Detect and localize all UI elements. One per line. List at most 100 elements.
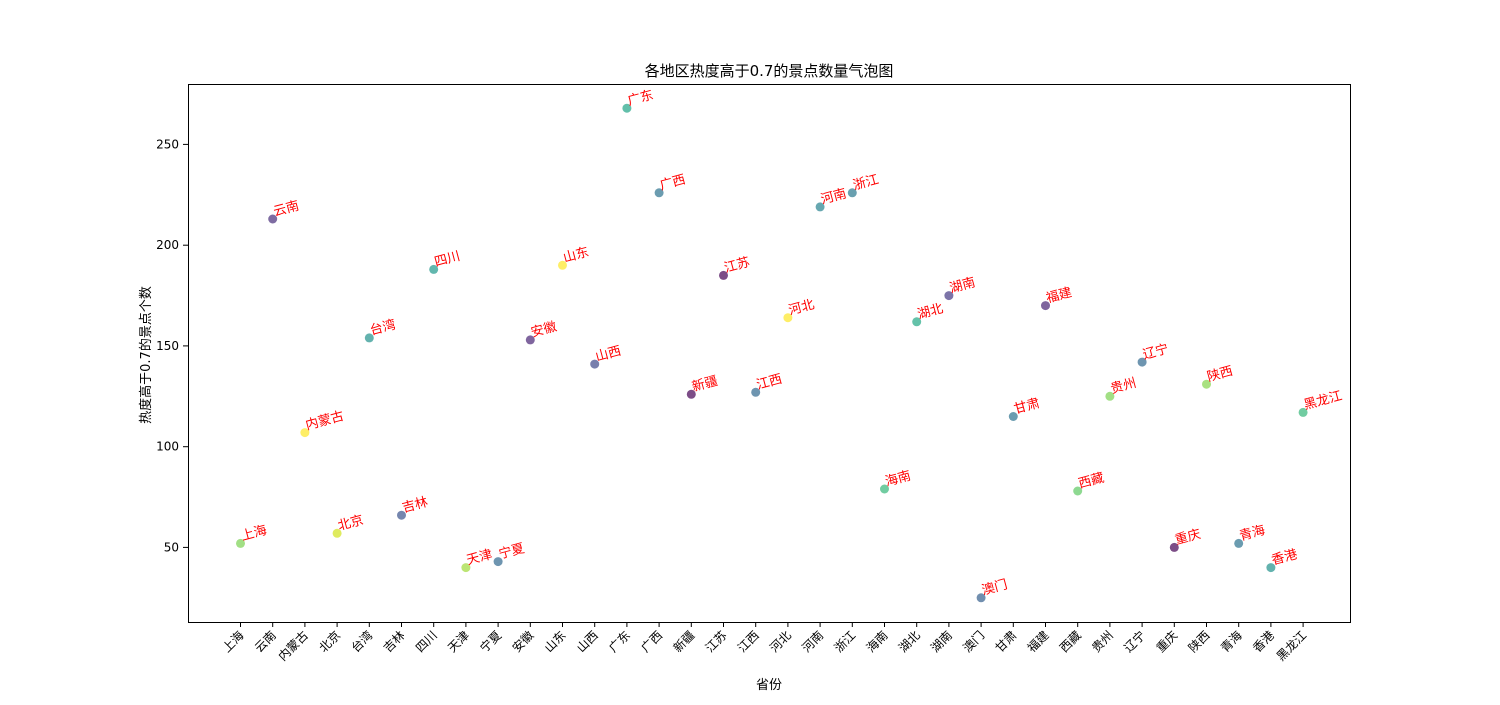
y-tick-label: 150 [156, 339, 179, 353]
data-point [1137, 357, 1147, 367]
x-tick-label: 福建 [1024, 628, 1052, 656]
point-label: 海南 [883, 468, 912, 490]
point-label: 新疆 [690, 373, 719, 395]
point-label: 西藏 [1077, 471, 1106, 492]
data-point [300, 428, 310, 438]
point-label: 内蒙古 [304, 408, 346, 434]
x-ticks-layer: 上海 云南内蒙古 北京 台湾 吉林 四川 天津 宁夏 安徽 山东 山西 广东 广西 新疆 江苏 江西 河北 河南浙… [219, 622, 1309, 664]
point-label: 澳门 [980, 576, 1009, 598]
data-point [815, 202, 825, 212]
point-label: 四川 [433, 249, 462, 270]
data-point [847, 188, 857, 198]
point-label: 广东 [626, 88, 655, 109]
point-label: 山东 [562, 245, 591, 266]
x-tick-label: 浙江 [832, 628, 859, 655]
data-point [429, 264, 439, 274]
y-ticks-layer: 50 100 150 200 250 [156, 137, 188, 554]
x-tick-label: 新疆 [670, 628, 698, 656]
point-label: 辽宁 [1141, 341, 1170, 363]
point-label: 福建 [1045, 285, 1074, 306]
x-tick-label: 辽宁 [1121, 628, 1149, 656]
x-tick-label: 陕西 [1185, 628, 1213, 656]
data-point [880, 484, 889, 494]
point-label: 湖北 [916, 301, 945, 322]
x-tick-label: 黑龙江 [1274, 628, 1309, 663]
x-axis-title: 省份 [756, 678, 782, 693]
x-tick-label: 广东 [606, 628, 633, 655]
data-point [1266, 563, 1276, 573]
data-point [1041, 301, 1050, 311]
x-tick-label: 湖南 [927, 628, 955, 656]
chart-title: 各地区热度高于0.7的景点数量气泡图 [645, 62, 894, 80]
x-tick-label: 广西 [638, 628, 665, 655]
y-axis-title: 热度高于0.7的景点个数 [138, 286, 154, 424]
point-label: 广西 [658, 172, 687, 193]
data-point [1169, 542, 1179, 552]
data-point [590, 359, 600, 369]
data-point [493, 557, 503, 567]
x-tick-label: 湖北 [895, 628, 923, 656]
point-label: 云南 [272, 198, 301, 220]
point-label: 贵州 [1109, 376, 1138, 397]
data-point [719, 270, 728, 280]
x-tick-label: 江苏 [703, 628, 730, 655]
data-point [397, 510, 406, 520]
point-label: 安徽 [529, 320, 558, 341]
point-label: 台湾 [368, 317, 397, 339]
data-point [976, 593, 986, 603]
x-tick-label: 天津 [445, 628, 472, 655]
x-tick-label: 山东 [542, 628, 569, 655]
data-point [525, 335, 535, 345]
x-tick-label: 甘肃 [993, 628, 1020, 655]
x-tick-label: 江西 [735, 628, 762, 655]
x-tick-label: 安徽 [509, 628, 537, 656]
x-tick-label: 山西 [574, 628, 601, 655]
point-label: 上海 [240, 523, 269, 544]
x-tick-label: 重庆 [1154, 628, 1181, 655]
data-point [1105, 391, 1115, 401]
data-point [1202, 379, 1211, 389]
plot-area-frame [188, 84, 1351, 623]
data-point [686, 389, 696, 399]
point-label: 河北 [787, 297, 816, 318]
point-label: 河南 [819, 186, 848, 208]
data-point [944, 291, 954, 301]
data-point [622, 103, 632, 113]
x-tick-label: 台湾 [348, 628, 376, 656]
point-label: 天津 [465, 547, 494, 568]
data-point [751, 387, 761, 397]
y-tick-label: 200 [156, 238, 179, 252]
point-label: 湖南 [948, 274, 977, 296]
x-tick-label: 海南 [863, 628, 891, 656]
point-label: 山西 [594, 344, 623, 365]
x-tick-label: 吉林 [381, 628, 408, 655]
point-label: 北京 [336, 513, 365, 534]
data-point [332, 528, 342, 538]
point-label: 青海 [1238, 523, 1267, 544]
x-tick-label: 内蒙古 [275, 628, 311, 664]
x-tick-label: 云南 [251, 628, 279, 656]
y-tick-label: 250 [156, 137, 179, 151]
x-tick-label: 河南 [799, 628, 827, 656]
point-label: 香港 [1270, 547, 1299, 568]
point-label: 黑龙江 [1302, 389, 1344, 414]
point-label: 江西 [755, 372, 784, 393]
data-point [783, 313, 793, 323]
points-layer [236, 103, 1308, 603]
x-tick-label: 河北 [767, 628, 794, 655]
data-point [558, 260, 567, 270]
y-tick-label: 50 [164, 540, 179, 554]
x-tick-label: 西藏 [1057, 628, 1084, 655]
data-point [268, 214, 278, 224]
x-tick-label: 澳门 [960, 628, 988, 656]
x-tick-label: 宁夏 [477, 628, 505, 656]
point-label: 甘肃 [1012, 396, 1041, 417]
data-point [1298, 407, 1308, 417]
x-tick-label: 北京 [316, 628, 343, 655]
point-label: 重庆 [1173, 526, 1202, 548]
data-point [461, 563, 471, 573]
data-point [236, 538, 245, 548]
